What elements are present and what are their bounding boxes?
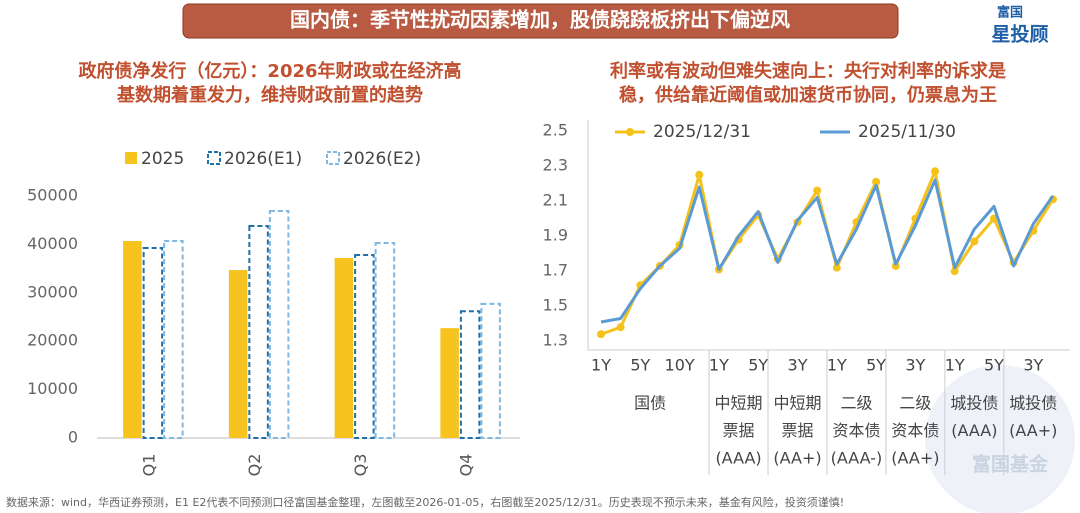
y-tick-label: 1.3 bbox=[543, 331, 568, 350]
x-tick-label: 3Y bbox=[1023, 356, 1043, 375]
group-label: 国债 bbox=[634, 394, 666, 413]
x-tick-label: Q4 bbox=[457, 454, 476, 477]
group-label: 城投债 bbox=[950, 394, 998, 413]
x-tick-label: 3Y bbox=[905, 356, 925, 375]
point bbox=[616, 323, 625, 332]
page-title: 国内债：季节性扰动因素增加，股债跷跷板挤出下偏逆风 bbox=[290, 8, 790, 32]
y-tick-label: 1.7 bbox=[543, 261, 568, 280]
y-tick-label: 2.3 bbox=[543, 156, 568, 175]
x-tick-label: 1Y bbox=[591, 356, 611, 375]
watermark-circle bbox=[925, 365, 1075, 513]
x-tick-label: 1Y bbox=[709, 356, 729, 375]
left-title: 政府债净发行（亿元）：2026年财政或在经济高 bbox=[78, 60, 461, 82]
bar bbox=[480, 302, 501, 439]
x-tick-label: 5Y bbox=[630, 356, 650, 375]
series-line bbox=[600, 169, 1055, 336]
y-tick-label: 30000 bbox=[27, 282, 78, 301]
left-title: 基数期着重发力，维持财政前置的趋势 bbox=[116, 84, 423, 106]
y-tick-label: 0 bbox=[68, 428, 78, 447]
legend-label: 2025/11/30 bbox=[858, 122, 956, 142]
group-label: 中短期 bbox=[773, 394, 821, 413]
x-tick-label: Q2 bbox=[245, 454, 264, 477]
title-banner bbox=[182, 3, 899, 39]
bar bbox=[142, 247, 164, 439]
legend-label: 2025 bbox=[141, 149, 184, 169]
y-tick-label: 20000 bbox=[27, 331, 78, 350]
legend-swatch bbox=[207, 151, 221, 165]
group-label: 二级 bbox=[899, 394, 931, 413]
x-tick-label: 5Y bbox=[866, 356, 886, 375]
logo-main: 星投顾 bbox=[991, 23, 1048, 46]
group-label: 资本债 bbox=[891, 421, 939, 440]
group-label: 中短期 bbox=[715, 394, 763, 413]
point bbox=[950, 267, 959, 276]
point bbox=[813, 186, 822, 195]
point bbox=[695, 170, 704, 179]
y-tick-label: 2.1 bbox=[543, 191, 568, 210]
group-label: (AAA) bbox=[951, 421, 997, 440]
bar bbox=[228, 270, 248, 438]
x-tick-label: 1Y bbox=[827, 356, 847, 375]
y-tick-label: 40000 bbox=[27, 234, 78, 253]
x-tick-label: 5Y bbox=[984, 356, 1004, 375]
right-title: 稳，供给靠近阈值或加速货币协同，仍票息为王 bbox=[619, 84, 997, 106]
point bbox=[931, 167, 940, 176]
point bbox=[970, 237, 979, 246]
point bbox=[891, 261, 900, 270]
legend-marker bbox=[626, 128, 634, 136]
y-tick-label: 10000 bbox=[27, 379, 78, 398]
x-tick-label: Q3 bbox=[351, 454, 370, 477]
series-line bbox=[600, 178, 1055, 324]
y-tick-label: 1.5 bbox=[543, 296, 568, 315]
group-label: (AA+) bbox=[773, 449, 821, 468]
point bbox=[597, 330, 605, 339]
bar bbox=[248, 225, 269, 439]
bar bbox=[163, 240, 184, 439]
group-label: (AAA) bbox=[715, 449, 761, 468]
bar bbox=[334, 257, 354, 438]
point bbox=[872, 177, 881, 186]
x-tick-label: 10Y bbox=[665, 356, 695, 375]
group-label: 票据 bbox=[723, 421, 755, 440]
point bbox=[832, 263, 841, 272]
x-tick-label: 1Y bbox=[945, 356, 965, 375]
y-tick-label: 1.9 bbox=[543, 226, 568, 245]
logo-top: 富国 bbox=[997, 5, 1023, 21]
right-title: 利率或有波动但难失速向上：央行对利率的诉求是 bbox=[610, 60, 1006, 82]
group-label: 二级 bbox=[840, 394, 872, 413]
x-tick-label: 5Y bbox=[748, 356, 768, 375]
x-tick-label: 3Y bbox=[788, 356, 808, 375]
bar bbox=[440, 328, 459, 438]
legend-label: 2026(E1) bbox=[224, 149, 302, 169]
watermark: 富国基金 bbox=[972, 453, 1049, 476]
legend-label: 2026(E2) bbox=[343, 149, 421, 169]
legend-swatch bbox=[125, 152, 137, 164]
bar bbox=[354, 254, 375, 439]
legend-swatch bbox=[326, 151, 340, 165]
group-label: (AA+) bbox=[891, 449, 939, 468]
bar bbox=[123, 241, 142, 438]
y-tick-label: 50000 bbox=[27, 186, 78, 205]
group-label: 资本债 bbox=[832, 421, 880, 440]
bar bbox=[374, 241, 396, 439]
footer: 数据来源：wind，华西证券预测，E1 E2代表不同预测口径富国基金整理，左图截… bbox=[6, 495, 844, 509]
y-tick-label: 2.5 bbox=[543, 121, 568, 140]
group-label: 票据 bbox=[781, 421, 813, 440]
group-label: 城投债 bbox=[1009, 394, 1057, 413]
group-label: (AAA-) bbox=[831, 449, 883, 468]
bar bbox=[268, 210, 290, 439]
x-tick-label: Q1 bbox=[139, 454, 158, 477]
group-label: (AA+) bbox=[1009, 421, 1057, 440]
bar bbox=[459, 310, 481, 439]
legend-label: 2025/12/31 bbox=[653, 122, 751, 142]
